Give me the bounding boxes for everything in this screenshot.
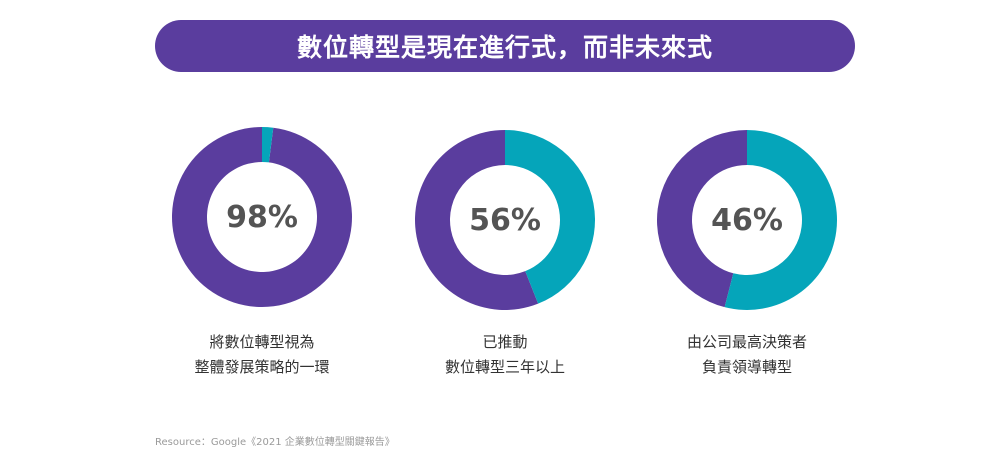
donut-3-primary-segment <box>657 130 747 308</box>
donut-2-secondary-segment <box>505 130 595 304</box>
donut-2-caption-line-1: 已推動 <box>482 333 528 351</box>
page-title: 數位轉型是現在進行式，而非未來式 <box>296 33 713 62</box>
donut-3-caption-line-1: 由公司最高決策者 <box>686 333 807 351</box>
donut-3-secondary-segment <box>724 130 837 310</box>
donut-2-percent-label: 56% <box>469 202 541 238</box>
source-note: Resource：Google《2021 企業數位轉型關鍵報告》 <box>155 437 395 448</box>
donut-1-caption-line-2: 整體發展策略的一環 <box>194 358 330 376</box>
donut-2-caption: 已推動 數位轉型三年以上 <box>375 330 635 380</box>
donut-chart-1: 98% <box>172 127 352 307</box>
donut-chart-3: 46% <box>657 130 837 310</box>
donut-1-primary-segment <box>172 127 352 307</box>
donut-3-caption: 由公司最高決策者 負責領導轉型 <box>617 330 877 380</box>
donut-svg-1 <box>172 127 352 307</box>
donut-1-percent-label: 98% <box>226 199 298 235</box>
donut-2-primary-segment <box>415 130 539 310</box>
donut-1-caption-line-1: 將數位轉型視為 <box>209 333 315 351</box>
title-banner: 數位轉型是現在進行式，而非未來式 <box>155 20 855 72</box>
donut-3-caption-line-2: 負責領導轉型 <box>701 358 792 376</box>
donut-chart-2: 56% <box>415 130 595 310</box>
donut-3-percent-label: 46% <box>711 202 783 238</box>
donut-svg-3 <box>657 130 837 310</box>
donut-2-caption-line-2: 數位轉型三年以上 <box>444 358 565 376</box>
donut-1-caption: 將數位轉型視為 整體發展策略的一環 <box>132 330 392 380</box>
donut-1-secondary-segment <box>262 127 274 163</box>
donut-svg-2 <box>415 130 595 310</box>
